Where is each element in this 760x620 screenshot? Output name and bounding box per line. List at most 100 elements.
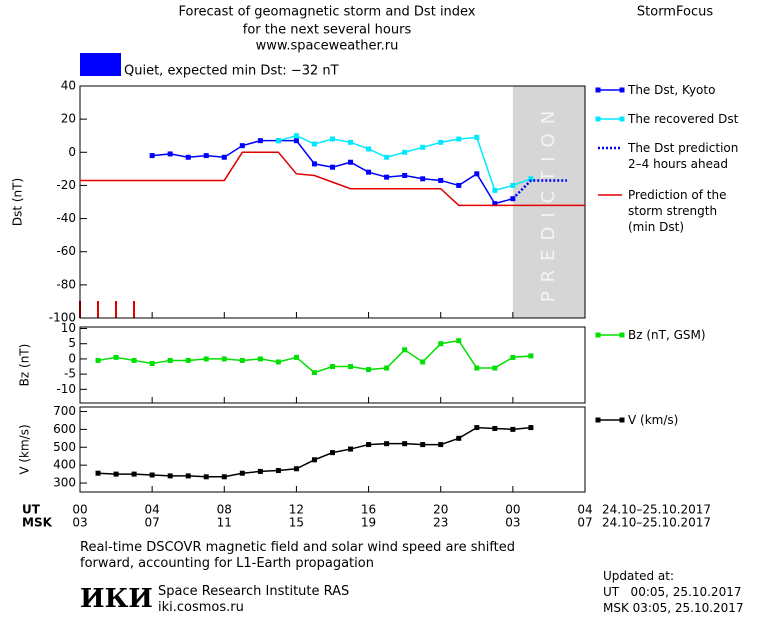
- point: [257, 356, 263, 362]
- point: [420, 442, 426, 448]
- x-tick-label-msk: 07: [145, 516, 160, 530]
- y-tick-label: -40: [56, 211, 76, 225]
- x-tick-label-msk: 11: [217, 516, 232, 530]
- point: [203, 153, 209, 159]
- series-line: [511, 179, 567, 200]
- series-line: [97, 426, 531, 478]
- point: [456, 182, 462, 188]
- point: [311, 457, 317, 463]
- point: [474, 425, 480, 431]
- point: [528, 353, 534, 359]
- point: [311, 161, 317, 167]
- point: [348, 364, 354, 370]
- y-tick-label: -5: [64, 367, 76, 381]
- site: iki.cosmos.ru: [158, 600, 244, 615]
- point: [257, 468, 263, 474]
- point: [149, 360, 155, 366]
- point: [95, 357, 101, 363]
- legend-marker: [619, 417, 625, 423]
- point: [474, 134, 480, 140]
- point: [474, 171, 480, 177]
- panel-frame: [79, 406, 586, 493]
- institute: Space Research Institute RAS: [158, 584, 350, 599]
- y-tick-label: -100: [49, 311, 76, 325]
- y-tick-label: 400: [53, 458, 76, 472]
- status-box: [80, 53, 121, 76]
- legend-label: V (km/s): [628, 413, 679, 427]
- brand: StormFocus: [637, 5, 713, 20]
- x-tick-label: 08: [217, 503, 232, 517]
- point: [311, 141, 317, 147]
- legend-label: The Dst, Kyoto: [628, 83, 716, 97]
- legend-marker: [595, 116, 601, 122]
- point: [528, 176, 534, 182]
- point: [293, 138, 299, 144]
- time-row-label: MSK: [22, 516, 53, 530]
- legend-marker: [619, 332, 625, 338]
- y-tick-label: 10: [61, 321, 76, 335]
- point: [366, 169, 372, 175]
- legend-marker: [619, 87, 625, 93]
- point: [239, 143, 245, 149]
- updated: Updated at:: [603, 569, 674, 583]
- y-tick-label: 500: [53, 440, 76, 454]
- point: [330, 364, 335, 370]
- y-tick-label: -20: [56, 178, 76, 192]
- point: [420, 144, 426, 150]
- point: [402, 347, 408, 353]
- y-axis-label: Bz (nT): [18, 344, 32, 387]
- legend-label: Prediction of the storm strength (min Ds…: [628, 188, 727, 234]
- point: [95, 470, 101, 476]
- point: [528, 425, 534, 431]
- y-axis-label: Dst (nT): [11, 178, 25, 226]
- point: [438, 341, 444, 347]
- point: [293, 354, 299, 360]
- y-tick-label: -80: [56, 277, 76, 291]
- title-line: Forecast of geomagnetic storm and Dst in…: [178, 5, 475, 20]
- point: [420, 176, 426, 182]
- series-line: [97, 339, 531, 374]
- point: [366, 146, 372, 152]
- point: [239, 470, 245, 476]
- point: [167, 151, 173, 157]
- point: [384, 365, 390, 371]
- point: [384, 441, 390, 447]
- point: [167, 473, 173, 479]
- point: [149, 472, 155, 478]
- point: [330, 450, 335, 456]
- x-tick-label: 12: [289, 503, 304, 517]
- point: [203, 474, 209, 480]
- y-tick-label: 700: [53, 404, 76, 418]
- point: [492, 187, 498, 193]
- x-tick-label-msk: 03: [72, 516, 87, 530]
- point: [402, 149, 408, 155]
- point: [275, 138, 281, 144]
- logo: ИКИ: [80, 584, 153, 614]
- point: [293, 133, 299, 139]
- x-tick-label-msk: 15: [289, 516, 304, 530]
- point: [366, 442, 372, 448]
- point: [311, 370, 317, 376]
- x-tick-label: 04: [577, 503, 592, 517]
- title-line: www.spaceweather.ru: [256, 39, 399, 54]
- point: [510, 182, 516, 188]
- point: [438, 139, 444, 145]
- x-tick-label: 20: [433, 503, 448, 517]
- legend-label: Bz (nT, GSM): [628, 328, 706, 342]
- x-tick-label: 00: [505, 503, 520, 517]
- y-tick-label: 20: [61, 112, 76, 126]
- x-tick-label-msk: 19: [361, 516, 376, 530]
- point: [221, 154, 227, 160]
- y-tick-label: 40: [61, 79, 76, 93]
- point: [510, 354, 516, 360]
- point: [348, 159, 354, 165]
- legend-marker: [595, 87, 601, 93]
- point: [402, 172, 408, 178]
- panel-frame: [79, 326, 586, 404]
- point: [510, 426, 516, 432]
- point: [131, 357, 137, 363]
- point: [239, 357, 245, 363]
- point: [185, 473, 191, 479]
- y-axis-label: V (km/s): [18, 424, 32, 474]
